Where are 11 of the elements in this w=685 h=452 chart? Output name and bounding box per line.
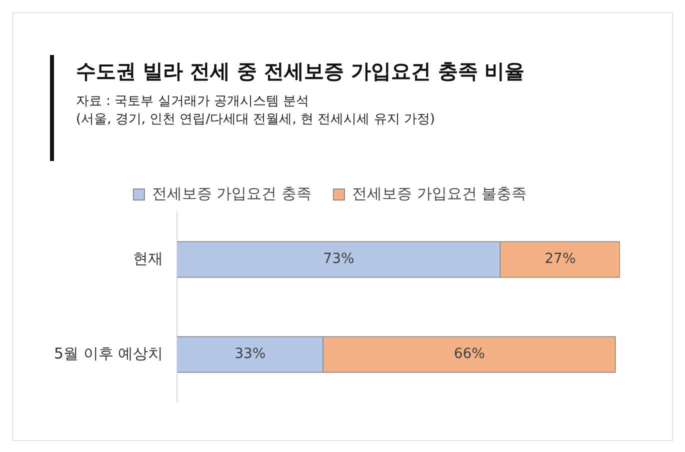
chart-title: 수도권 빌라 전세 중 전세보증 가입요건 충족 비율 <box>76 58 525 85</box>
legend-label: 전세보증 가입요건 충족 <box>152 184 312 202</box>
data-label: 73% <box>323 251 354 268</box>
y-tick-label: 현재 <box>133 249 164 268</box>
legend-label: 전세보증 가입요건 불충족 <box>352 184 527 202</box>
chart-subtitle: 자료 : 국토부 실거래가 공개시스템 분석 <box>76 93 310 110</box>
data-label: 66% <box>454 346 485 362</box>
y-tick-label: 5월 이후 예상치 <box>54 344 164 362</box>
data-label: 27% <box>544 251 576 268</box>
data-label: 33% <box>234 346 266 362</box>
text: (서울, 경기, 인천 연립/다세대 전월세, 현 전세시세 유지 가정) <box>76 111 435 128</box>
